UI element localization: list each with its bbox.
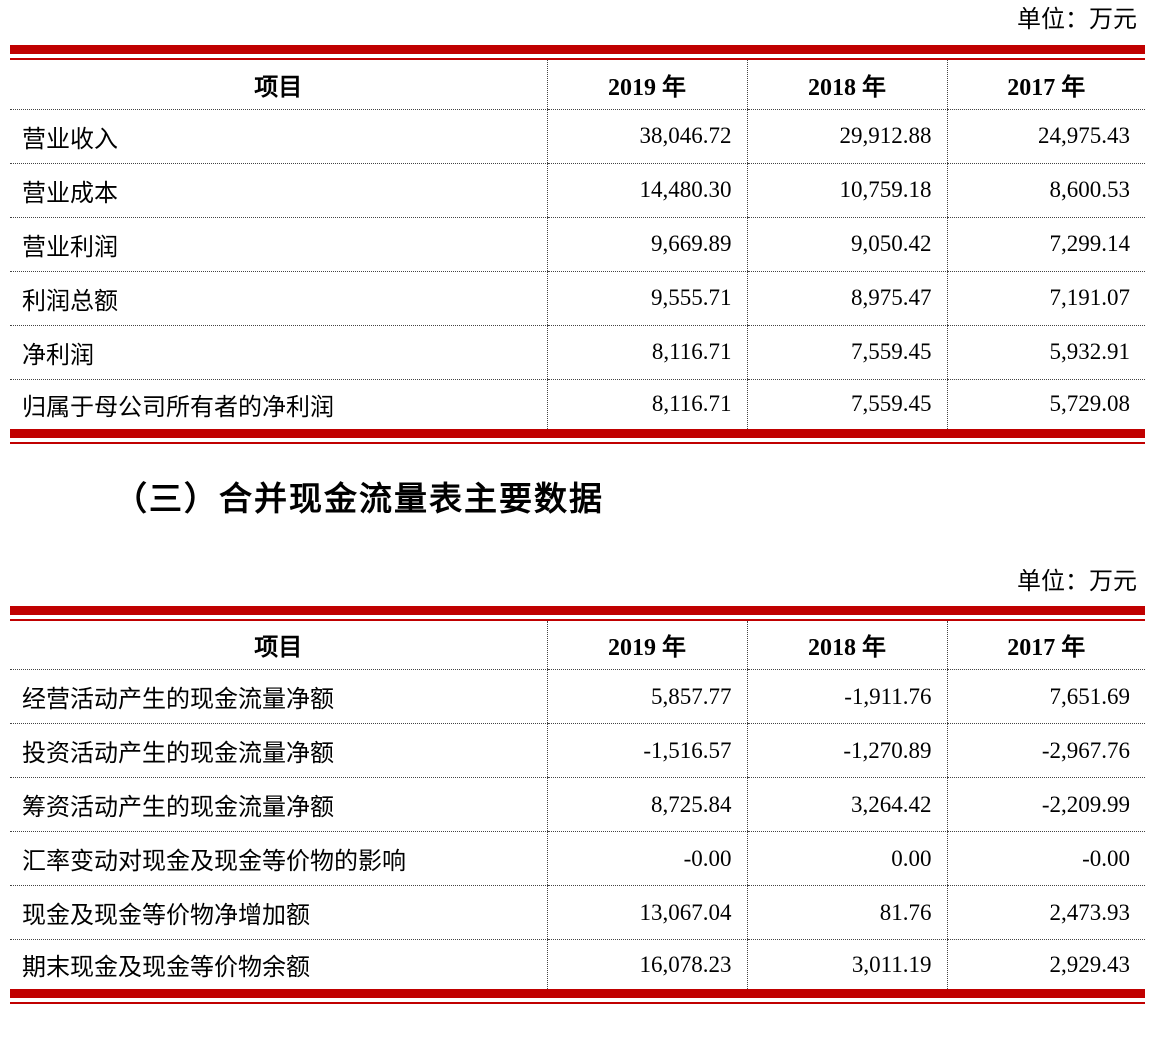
table-header-row: 项目 2019 年 2018 年 2017 年 — [10, 619, 1145, 670]
cell-value: 16,078.23 — [546, 939, 747, 994]
cell-value: 38,046.72 — [546, 109, 747, 164]
cell-value: 9,669.89 — [546, 217, 747, 272]
cell-value: 81.76 — [746, 885, 947, 940]
table-row: 净利润 8,116.71 7,559.45 5,932.91 — [10, 325, 1145, 380]
row-label: 营业成本 — [10, 163, 547, 218]
column-header-year: 2018 年 — [746, 619, 947, 670]
unit-label-top: 单位：万元 — [1017, 7, 1137, 33]
cell-value: 9,555.71 — [546, 271, 747, 326]
column-header-year: 2017 年 — [946, 59, 1145, 110]
row-label: 净利润 — [10, 325, 547, 380]
cell-value: -1,911.76 — [746, 669, 947, 724]
cell-value: 7,559.45 — [746, 379, 947, 434]
row-label: 现金及现金等价物净增加额 — [10, 885, 547, 940]
cell-value: -0.00 — [546, 831, 747, 886]
column-header-year: 2019 年 — [546, 59, 747, 110]
cell-value: -2,967.76 — [946, 723, 1145, 778]
cell-value: 7,299.14 — [946, 217, 1145, 272]
cell-value: 10,759.18 — [746, 163, 947, 218]
row-label: 投资活动产生的现金流量净额 — [10, 723, 547, 778]
income-statement-table: 项目 2019 年 2018 年 2017 年 营业收入 38,046.72 29,912… — [10, 58, 1145, 438]
cell-value: 0.00 — [746, 831, 947, 886]
cell-value: 14,480.30 — [546, 163, 747, 218]
table-row: 营业成本 14,480.30 10,759.18 8,600.53 — [10, 163, 1145, 218]
table-row: 利润总额 9,555.71 8,975.47 7,191.07 — [10, 271, 1145, 326]
table-row: 营业利润 9,669.89 9,050.42 7,299.14 — [10, 217, 1145, 272]
row-label: 筹资活动产生的现金流量净额 — [10, 777, 547, 832]
cell-value: 5,729.08 — [946, 379, 1145, 434]
cell-value: 13,067.04 — [546, 885, 747, 940]
column-header-item: 项目 — [10, 59, 547, 110]
unit-label-middle: 单位：万元 — [1017, 568, 1137, 595]
cell-value: 8,116.71 — [546, 379, 747, 434]
cell-value: -0.00 — [946, 831, 1145, 886]
cell-value: 29,912.88 — [746, 109, 947, 164]
cell-value: 8,116.71 — [546, 325, 747, 380]
income-statement-table-frame: 项目 2019 年 2018 年 2017 年 营业收入 38,046.72 29,912… — [10, 45, 1145, 444]
cashflow-statement-table: 项目 2019 年 2018 年 2017 年 经营活动产生的现金流量净额 5,857.… — [10, 618, 1145, 998]
cell-value: 9,050.42 — [746, 217, 947, 272]
cell-value: 3,264.42 — [746, 777, 947, 832]
cell-value: 5,932.91 — [946, 325, 1145, 380]
row-label: 营业利润 — [10, 217, 547, 272]
cell-value: 2,929.43 — [946, 939, 1145, 994]
cell-value: 5,857.77 — [546, 669, 747, 724]
cell-value: 24,975.43 — [946, 109, 1145, 164]
cell-value: 7,191.07 — [946, 271, 1145, 326]
column-header-item: 项目 — [10, 619, 547, 670]
table-row: 汇率变动对现金及现金等价物的影响 -0.00 0.00 -0.00 — [10, 831, 1145, 886]
table-row: 筹资活动产生的现金流量净额 8,725.84 3,264.42 -2,209.99 — [10, 777, 1145, 832]
cell-value: 7,651.69 — [946, 669, 1145, 724]
cell-value: -1,270.89 — [746, 723, 947, 778]
table-row: 营业收入 38,046.72 29,912.88 24,975.43 — [10, 109, 1145, 164]
cell-value: 8,975.47 — [746, 271, 947, 326]
cell-value: -1,516.57 — [546, 723, 747, 778]
row-label: 汇率变动对现金及现金等价物的影响 — [10, 831, 547, 886]
table-row: 期末现金及现金等价物余额 16,078.23 3,011.19 2,929.43 — [10, 939, 1145, 994]
cell-value: 7,559.45 — [746, 325, 947, 380]
cashflow-statement-table-frame: 项目 2019 年 2018 年 2017 年 经营活动产生的现金流量净额 5,857.… — [10, 605, 1145, 1004]
cell-value: 8,600.53 — [946, 163, 1145, 218]
row-label: 归属于母公司所有者的净利润 — [10, 379, 547, 434]
cell-value: -2,209.99 — [946, 777, 1145, 832]
table-row: 归属于母公司所有者的净利润 8,116.71 7,559.45 5,729.08 — [10, 379, 1145, 434]
row-label: 营业收入 — [10, 109, 547, 164]
table-header-row: 项目 2019 年 2018 年 2017 年 — [10, 59, 1145, 110]
table-row: 现金及现金等价物净增加额 13,067.04 81.76 2,473.93 — [10, 885, 1145, 940]
row-label: 期末现金及现金等价物余额 — [10, 939, 547, 994]
cell-value: 2,473.93 — [946, 885, 1145, 940]
row-label: 利润总额 — [10, 271, 547, 326]
column-header-year: 2019 年 — [546, 619, 747, 670]
cell-value: 3,011.19 — [746, 939, 947, 994]
row-label: 经营活动产生的现金流量净额 — [10, 669, 547, 724]
table-row: 投资活动产生的现金流量净额 -1,516.57 -1,270.89 -2,967.76 — [10, 723, 1145, 778]
column-header-year: 2018 年 — [746, 59, 947, 110]
table-row: 经营活动产生的现金流量净额 5,857.77 -1,911.76 7,651.69 — [10, 669, 1145, 724]
cell-value: 8,725.84 — [546, 777, 747, 832]
column-header-year: 2017 年 — [946, 619, 1145, 670]
section-heading: （三）合并现金流量表主要数据 — [114, 479, 604, 517]
